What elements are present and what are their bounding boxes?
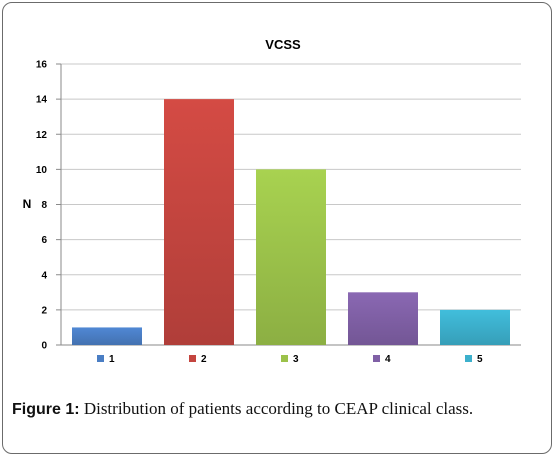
legend-label-4: 4 <box>385 354 391 365</box>
bar-4 <box>348 292 418 345</box>
y-tick-label: 10 <box>36 165 48 176</box>
legend-label-5: 5 <box>477 354 483 365</box>
y-axis-label: N <box>23 197 32 211</box>
caption-label: Figure 1: <box>12 401 80 418</box>
legend-label-1: 1 <box>109 354 115 365</box>
bars <box>72 99 510 345</box>
y-tick-label: 6 <box>41 235 47 246</box>
y-tick-label: 14 <box>36 95 48 106</box>
legend-swatch-3 <box>281 355 288 362</box>
bar-1 <box>72 327 142 345</box>
bar-5 <box>440 309 510 345</box>
y-tick-labels: 0 2 4 6 8 10 12 14 16 <box>36 60 61 352</box>
chart-title: VCSS <box>265 37 301 52</box>
y-tick-label: 0 <box>41 341 47 352</box>
bar-2 <box>164 99 234 345</box>
legend-label-3: 3 <box>293 354 299 365</box>
legend-label-2: 2 <box>201 354 207 365</box>
y-tick-label: 4 <box>41 270 47 281</box>
legend: 1 2 3 4 5 <box>97 354 483 365</box>
y-tick-label: 2 <box>41 305 47 316</box>
legend-swatch-5 <box>465 355 472 362</box>
y-tick-label: 8 <box>41 200 47 211</box>
y-tick-label: 16 <box>36 60 48 71</box>
legend-swatch-1 <box>97 355 104 362</box>
legend-swatch-4 <box>373 355 380 362</box>
y-tick-label: 12 <box>36 130 48 141</box>
legend-swatch-2 <box>189 355 196 362</box>
figure-caption: Figure 1: Distribution of patients accor… <box>12 399 547 419</box>
caption-text: Distribution of patients according to CE… <box>79 399 474 418</box>
bar-3 <box>256 169 326 345</box>
